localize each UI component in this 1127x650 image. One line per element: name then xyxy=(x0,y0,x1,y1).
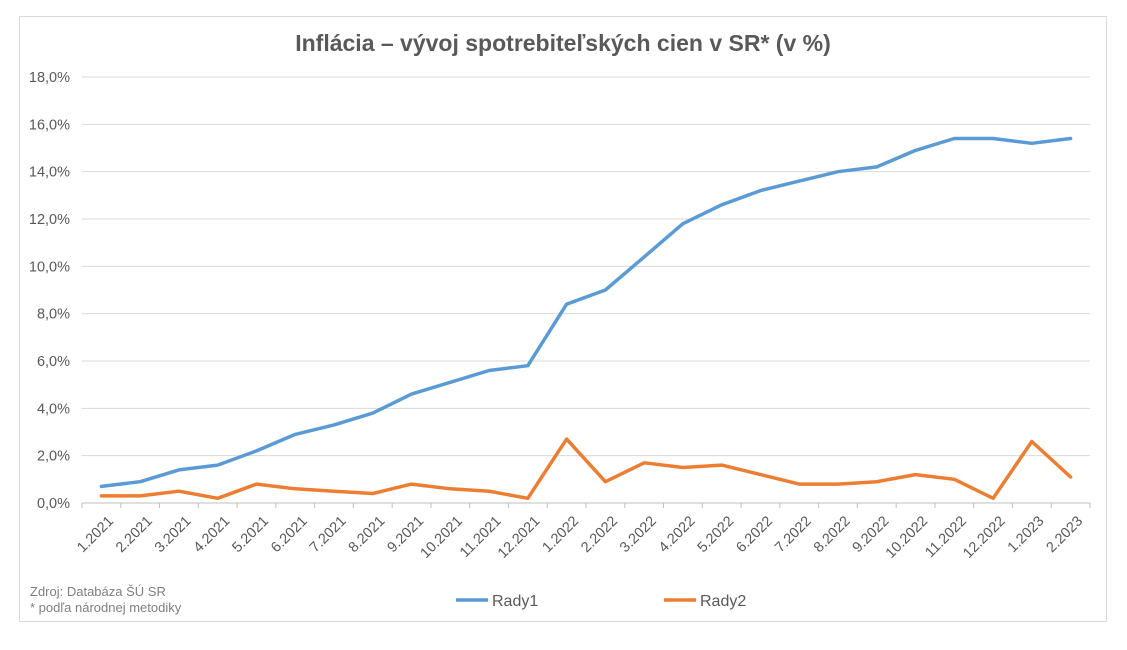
gridlines xyxy=(82,76,1090,457)
x-axis-ticks: 1.20212.20213.20214.20215.20216.20217.20… xyxy=(74,513,1086,561)
x-tick-label: 3.2022 xyxy=(617,513,660,556)
x-tick-label: 5.2021 xyxy=(229,513,272,556)
x-tick-label: 12.2022 xyxy=(960,513,1008,561)
x-tick-label: 1.2021 xyxy=(74,513,117,556)
x-tick-label: 2.2021 xyxy=(113,513,156,556)
series-line-rady1 xyxy=(99,136,1073,489)
series-lines xyxy=(99,136,1073,501)
x-tick-label: 6.2021 xyxy=(268,513,311,556)
y-tick-label: 2,0% xyxy=(37,449,70,465)
y-tick-label: 14,0% xyxy=(29,165,70,181)
y-tick-label: 6,0% xyxy=(37,354,70,370)
y-tick-label: 12,0% xyxy=(29,212,70,228)
x-tick-label: 1.2023 xyxy=(1005,513,1048,556)
x-tick-label: 5.2022 xyxy=(695,513,738,556)
chart-frame xyxy=(19,16,1107,622)
source-line: Zdroj: Databáza ŠÚ SR xyxy=(30,584,166,599)
y-tick-label: 18,0% xyxy=(29,70,70,86)
y-tick-label: 0,0% xyxy=(37,496,70,512)
x-tick-label: 4.2022 xyxy=(656,513,699,556)
x-tick-label: 10.2021 xyxy=(418,513,466,561)
x-tick-label: 10.2022 xyxy=(883,513,931,561)
x-tick-label: 8.2021 xyxy=(346,513,389,556)
x-tick-label: 8.2022 xyxy=(811,513,854,556)
x-tick-label: 12.2021 xyxy=(495,513,543,561)
legend-label: Rady1 xyxy=(492,593,538,610)
x-tick-label: 7.2021 xyxy=(307,513,350,556)
legend-label: Rady2 xyxy=(700,593,746,610)
x-axis xyxy=(81,502,1091,508)
x-tick-label: 6.2022 xyxy=(733,513,776,556)
chart-title: Inflácia – vývoj spotrebiteľských cien v… xyxy=(295,30,831,56)
y-tick-label: 8,0% xyxy=(37,307,70,323)
x-tick-label: 4.2021 xyxy=(191,513,234,556)
y-tick-label: 16,0% xyxy=(29,117,70,133)
y-tick-label: 4,0% xyxy=(37,401,70,417)
x-tick-label: 7.2022 xyxy=(772,513,815,556)
x-tick-label: 3.2021 xyxy=(152,513,195,556)
series-line-rady2 xyxy=(99,437,1073,501)
source-note: Zdroj: Databáza ŠÚ SR * podľa národnej m… xyxy=(30,584,181,616)
methodology-note: * podľa národnej metodiky xyxy=(30,600,182,615)
x-tick-label: 2.2023 xyxy=(1044,513,1087,556)
legend: Rady1 Rady2 xyxy=(456,593,746,610)
x-tick-label: 2.2022 xyxy=(578,513,621,556)
x-tick-label: 1.2022 xyxy=(540,513,583,556)
y-axis-ticks: 0,0% 2,0% 4,0% 6,0% 8,0% 10,0% 12,0% 14,0% 16,0%… xyxy=(29,70,70,512)
y-tick-label: 10,0% xyxy=(29,259,70,275)
